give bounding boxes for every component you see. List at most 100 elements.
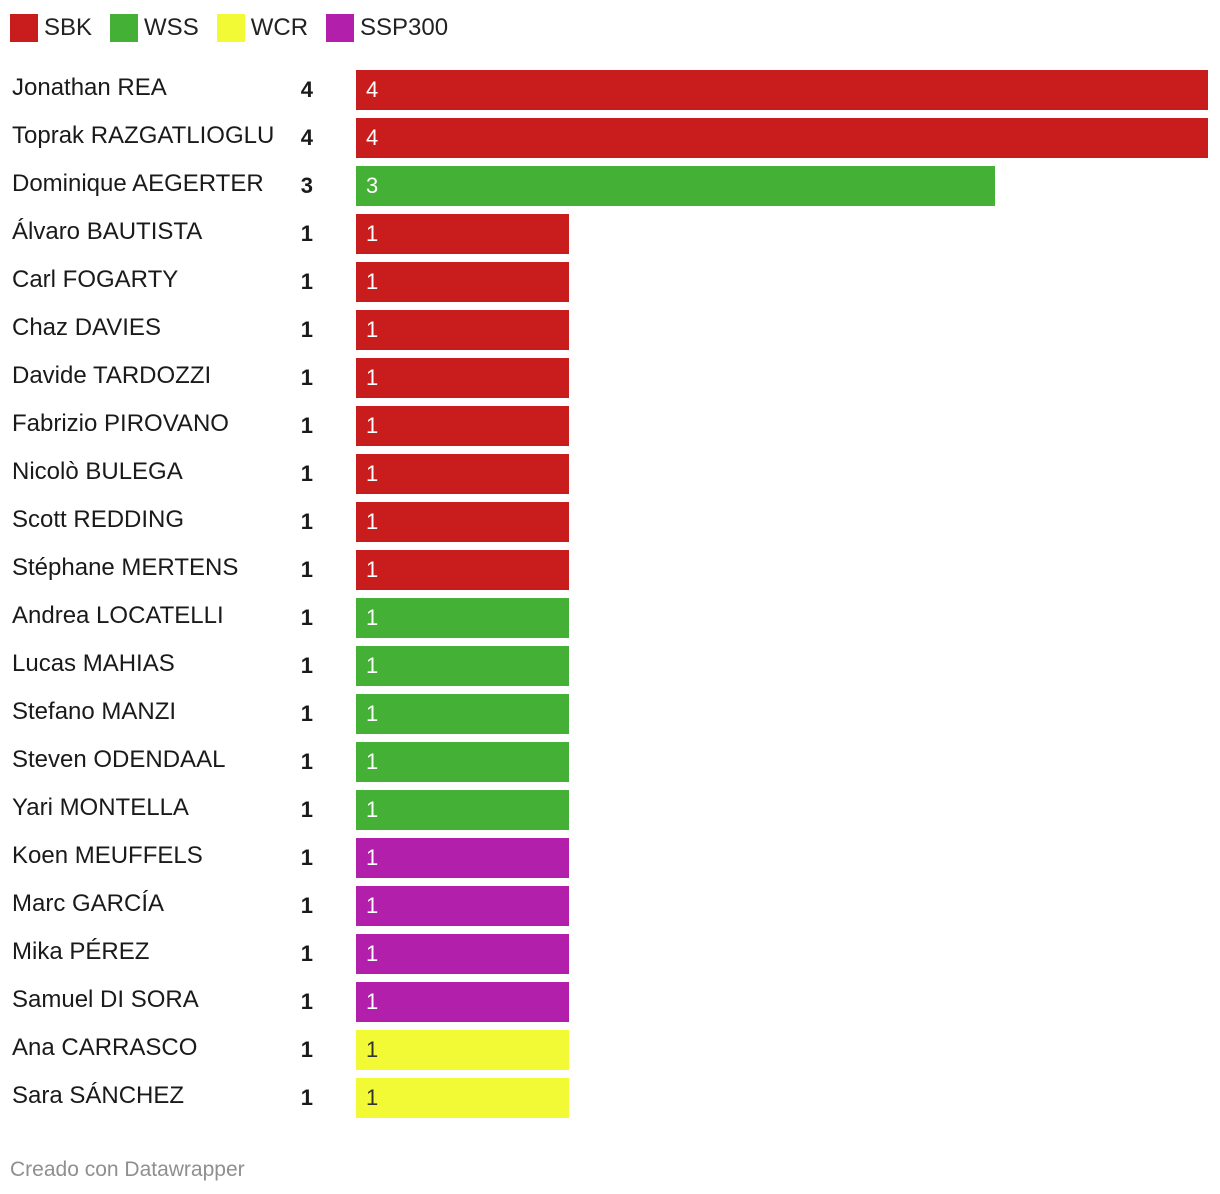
bar bbox=[356, 166, 995, 206]
bar bbox=[356, 550, 569, 590]
bar bbox=[356, 886, 569, 926]
bar-value-label: 1 bbox=[366, 989, 379, 1014]
bar bbox=[356, 1030, 569, 1070]
bar-row-total: 4 bbox=[300, 125, 313, 150]
bar-row-name: Dominique AEGERTER bbox=[12, 170, 264, 197]
bar-value-label: 1 bbox=[366, 269, 379, 294]
bar-row: Steven ODENDAAL 1 1 bbox=[0, 742, 1220, 782]
bar bbox=[356, 262, 569, 302]
bar-value-label: 1 bbox=[366, 557, 379, 582]
bar-row-name: Nicolò BULEGA bbox=[12, 458, 183, 485]
bar-row-name: Lucas MAHIAS bbox=[12, 650, 175, 677]
legend-item-wcr: WCR bbox=[216, 14, 308, 42]
bar-row-name: Carl FOGARTY bbox=[12, 266, 179, 293]
bar-value-label: 1 bbox=[366, 461, 379, 486]
bar-row-name: Álvaro BAUTISTA bbox=[12, 218, 203, 245]
bar-row: Yari MONTELLA 1 1 bbox=[0, 790, 1220, 830]
bar-row: Jonathan REA 4 4 bbox=[0, 70, 1220, 110]
bar-value-label: 4 bbox=[366, 125, 379, 150]
legend-swatch-wcr bbox=[216, 14, 245, 42]
bar-row: Samuel DI SORA 1 1 bbox=[0, 982, 1220, 1022]
bar bbox=[356, 790, 569, 830]
bar-row-total: 1 bbox=[300, 989, 313, 1014]
bar-row-total: 1 bbox=[300, 605, 313, 630]
bar bbox=[356, 454, 569, 494]
legend-item-sbk: SBK bbox=[10, 14, 92, 42]
bar-value-label: 1 bbox=[366, 509, 379, 534]
bar bbox=[356, 1078, 569, 1118]
bar-value-label: 3 bbox=[366, 173, 379, 198]
bar-row: Stefano MANZI 1 1 bbox=[0, 694, 1220, 734]
bar-row-total: 1 bbox=[300, 701, 313, 726]
bar-row: Chaz DAVIES 1 1 bbox=[0, 310, 1220, 350]
bar-row: Davide TARDOZZI 1 1 bbox=[0, 358, 1220, 398]
bar-row-name: Toprak RAZGATLIOGLU bbox=[12, 122, 275, 149]
bar-row-name: Andrea LOCATELLI bbox=[12, 602, 224, 629]
bar-row-name: Stefano MANZI bbox=[12, 698, 177, 725]
bar-row-total: 1 bbox=[300, 509, 313, 534]
bar-value-label: 1 bbox=[366, 1085, 379, 1110]
bar-value-label: 1 bbox=[366, 413, 379, 438]
bar-row-total: 1 bbox=[300, 269, 313, 294]
bar-row-total: 1 bbox=[300, 893, 313, 918]
legend-item-ssp300: SSP300 bbox=[326, 14, 448, 42]
bar-row-total: 1 bbox=[300, 317, 313, 342]
bar-row: Mika PÉREZ 1 1 bbox=[0, 934, 1220, 974]
bar-row-name: Davide TARDOZZI bbox=[12, 362, 212, 389]
bar-row: Andrea LOCATELLI 1 1 bbox=[0, 598, 1220, 638]
bar bbox=[356, 646, 569, 686]
bar-row: Scott REDDING 1 1 bbox=[0, 502, 1220, 542]
bar-value-label: 1 bbox=[366, 317, 379, 342]
bar-value-label: 1 bbox=[366, 797, 379, 822]
bar-value-label: 1 bbox=[366, 893, 379, 918]
legend-swatch-ssp300 bbox=[326, 14, 355, 42]
bar-row-name: Scott REDDING bbox=[12, 506, 185, 533]
bar-row-total: 1 bbox=[300, 221, 313, 246]
bar-row-total: 1 bbox=[300, 413, 313, 438]
bar bbox=[356, 406, 569, 446]
bar-row-total: 1 bbox=[300, 365, 313, 390]
bar-row-total: 1 bbox=[300, 557, 313, 582]
bar bbox=[356, 598, 569, 638]
bar-value-label: 1 bbox=[366, 749, 379, 774]
bar-row-name: Chaz DAVIES bbox=[12, 314, 161, 341]
bar bbox=[356, 502, 569, 542]
bar-value-label: 1 bbox=[366, 701, 379, 726]
bar-row: Ana CARRASCO 1 1 bbox=[0, 1030, 1220, 1070]
bar-row-total: 1 bbox=[300, 941, 313, 966]
bar-row-total: 1 bbox=[300, 797, 313, 822]
bar-value-label: 1 bbox=[366, 653, 379, 678]
bar-row: Lucas MAHIAS 1 1 bbox=[0, 646, 1220, 686]
legend-item-wss: WSS bbox=[110, 14, 199, 42]
bar-row: Fabrizio PIROVANO 1 1 bbox=[0, 406, 1220, 446]
bar bbox=[356, 694, 569, 734]
bar-value-label: 1 bbox=[366, 221, 379, 246]
bar-row-total: 1 bbox=[300, 1085, 313, 1110]
bar-row-total: 1 bbox=[300, 749, 313, 774]
bar-value-label: 1 bbox=[366, 845, 379, 870]
legend-swatch-wss bbox=[110, 14, 139, 42]
bar-row-name: Samuel DI SORA bbox=[12, 986, 199, 1013]
bar-row-total: 1 bbox=[300, 1037, 313, 1062]
bar bbox=[356, 982, 569, 1022]
legend-swatch-sbk bbox=[10, 14, 38, 42]
legend-label-wss: WSS bbox=[144, 14, 199, 41]
legend-label-sbk: SBK bbox=[44, 14, 93, 41]
bar-row-total: 3 bbox=[300, 173, 313, 198]
bar bbox=[356, 358, 569, 398]
legend-label-ssp300: SSP300 bbox=[360, 14, 449, 41]
bar-row: Álvaro BAUTISTA 1 1 bbox=[0, 214, 1220, 254]
bar-row: Dominique AEGERTER 3 3 bbox=[0, 166, 1220, 206]
chart-legend: SBK WSS WCR SSP300 bbox=[10, 13, 466, 43]
bar-row-name: Jonathan REA bbox=[12, 74, 167, 101]
bar-row-name: Stéphane MERTENS bbox=[12, 554, 239, 581]
bar-row-total: 4 bbox=[300, 77, 313, 102]
bar bbox=[356, 742, 569, 782]
bar-row: Stéphane MERTENS 1 1 bbox=[0, 550, 1220, 590]
bar-row: Nicolò BULEGA 1 1 bbox=[0, 454, 1220, 494]
bar bbox=[356, 70, 1208, 110]
bar-row: Koen MEUFFELS 1 1 bbox=[0, 838, 1220, 878]
bar-value-label: 1 bbox=[366, 941, 379, 966]
bar-row-total: 1 bbox=[300, 461, 313, 486]
